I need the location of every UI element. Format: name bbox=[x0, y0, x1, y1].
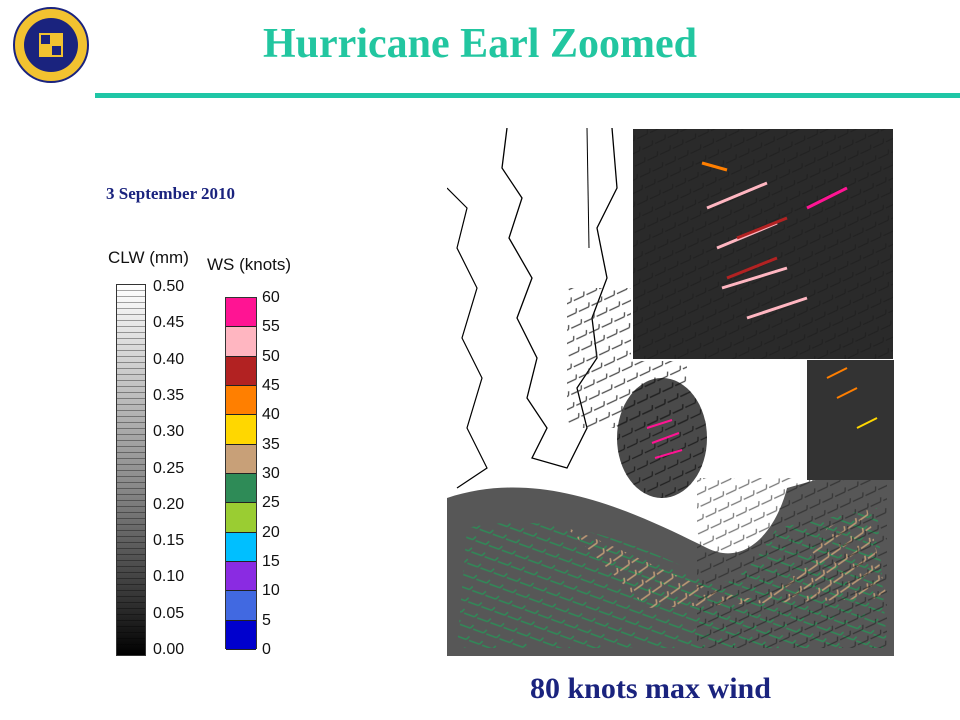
clw-tick-label: 0.30 bbox=[153, 423, 185, 441]
ws-color-block bbox=[226, 561, 256, 592]
clw-tick-label: 0.45 bbox=[153, 314, 185, 332]
ws-color-block bbox=[226, 532, 256, 562]
ws-tick-label: 40 bbox=[262, 406, 280, 424]
ws-color-block bbox=[226, 327, 256, 357]
ws-color-block bbox=[226, 591, 256, 621]
clw-tick-label: 0.15 bbox=[153, 532, 185, 550]
clw-colorbar bbox=[116, 284, 146, 656]
ws-color-block bbox=[226, 444, 256, 474]
ws-colorbar bbox=[225, 297, 257, 650]
navy-seal-logo bbox=[13, 7, 89, 83]
clw-tick-label: 0.05 bbox=[153, 604, 185, 622]
clw-legend-title: CLW (mm) bbox=[108, 248, 189, 267]
ws-tick-label: 0 bbox=[262, 641, 271, 658]
clw-tick-label: 0.50 bbox=[153, 278, 185, 295]
ws-color-block bbox=[226, 356, 256, 386]
clw-tick-label: 0.20 bbox=[153, 495, 185, 513]
clw-tick-label: 0.25 bbox=[153, 459, 185, 477]
ws-tick-label: 50 bbox=[262, 347, 280, 365]
ws-tick-label: 60 bbox=[262, 289, 280, 306]
clw-tick-label: 0.00 bbox=[153, 641, 185, 658]
ws-tick-label: 55 bbox=[262, 318, 280, 336]
title-divider bbox=[95, 93, 960, 98]
ws-tick-label: 10 bbox=[262, 582, 280, 600]
wind-map-image bbox=[447, 128, 894, 656]
ws-tick-label: 5 bbox=[262, 611, 271, 629]
ws-tick-label: 35 bbox=[262, 435, 280, 453]
ws-color-block bbox=[226, 385, 256, 416]
ws-tick-label: 15 bbox=[262, 553, 280, 570]
ws-color-block bbox=[226, 298, 256, 328]
clw-tick-label: 0.40 bbox=[153, 350, 185, 368]
page-title: Hurricane Earl Zoomed bbox=[263, 21, 697, 67]
ws-tick-label: 45 bbox=[262, 377, 280, 394]
ws-tick-label: 30 bbox=[262, 465, 280, 482]
ws-color-block bbox=[226, 620, 256, 650]
ws-color-block bbox=[226, 503, 256, 533]
ws-tick-label: 25 bbox=[262, 494, 280, 512]
date-label: 3 September 2010 bbox=[106, 184, 236, 203]
ws-color-block bbox=[226, 415, 256, 445]
clw-tick-label: 0.10 bbox=[153, 568, 185, 586]
ws-tick-label: 20 bbox=[262, 523, 280, 541]
ws-legend-title: WS (knots) bbox=[207, 255, 292, 274]
max-wind-caption: 80 knots max wind bbox=[530, 672, 771, 705]
clw-tick-label: 0.35 bbox=[153, 386, 185, 404]
ws-color-block bbox=[226, 473, 256, 504]
